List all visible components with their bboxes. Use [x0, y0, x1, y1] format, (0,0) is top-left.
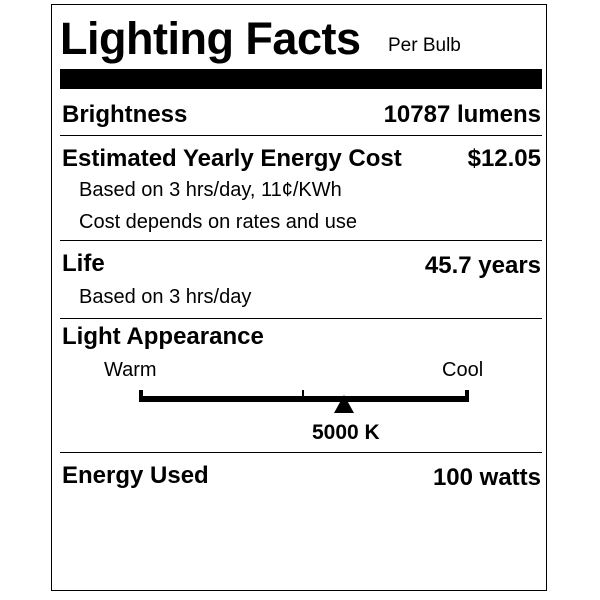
energy-cost-label: Estimated Yearly Energy Cost — [62, 145, 402, 172]
cool-label: Cool — [442, 359, 484, 381]
energy-cost-note: Based on 3 hrs/day, 11¢/KWh — [79, 179, 342, 201]
divider — [60, 452, 542, 453]
warm-label: Warm — [104, 359, 157, 381]
energy-used-label: Energy Used — [62, 462, 209, 489]
scale-tick — [465, 390, 469, 402]
label-subtitle: Per Bulb — [388, 35, 461, 56]
color-temperature-value: 5000 K — [312, 421, 380, 444]
title-bar-divider — [60, 69, 542, 89]
divider — [60, 318, 542, 319]
divider — [60, 135, 542, 136]
appearance-label: Light Appearance — [62, 323, 264, 350]
color-temperature-scale — [139, 390, 469, 413]
life-value: 45.7 years — [424, 252, 541, 279]
energy-cost-value: $12.05 — [467, 145, 541, 172]
scale-tick — [302, 390, 304, 402]
energy-used-value: 100 watts — [432, 464, 541, 491]
scale-tick — [139, 390, 143, 402]
life-note: Based on 3 hrs/day — [79, 286, 252, 308]
scale-marker-icon — [333, 395, 354, 413]
brightness-label: Brightness — [62, 101, 188, 128]
divider — [60, 240, 542, 241]
brightness-value: 10787 lumens — [383, 101, 541, 128]
energy-cost-note: Cost depends on rates and use — [79, 211, 357, 233]
life-label: Life — [62, 250, 105, 277]
label-title: Lighting Facts — [60, 13, 361, 64]
lighting-facts-label: Lighting Facts Per Bulb Brightness 10787… — [51, 4, 547, 591]
scale-line — [139, 396, 469, 402]
